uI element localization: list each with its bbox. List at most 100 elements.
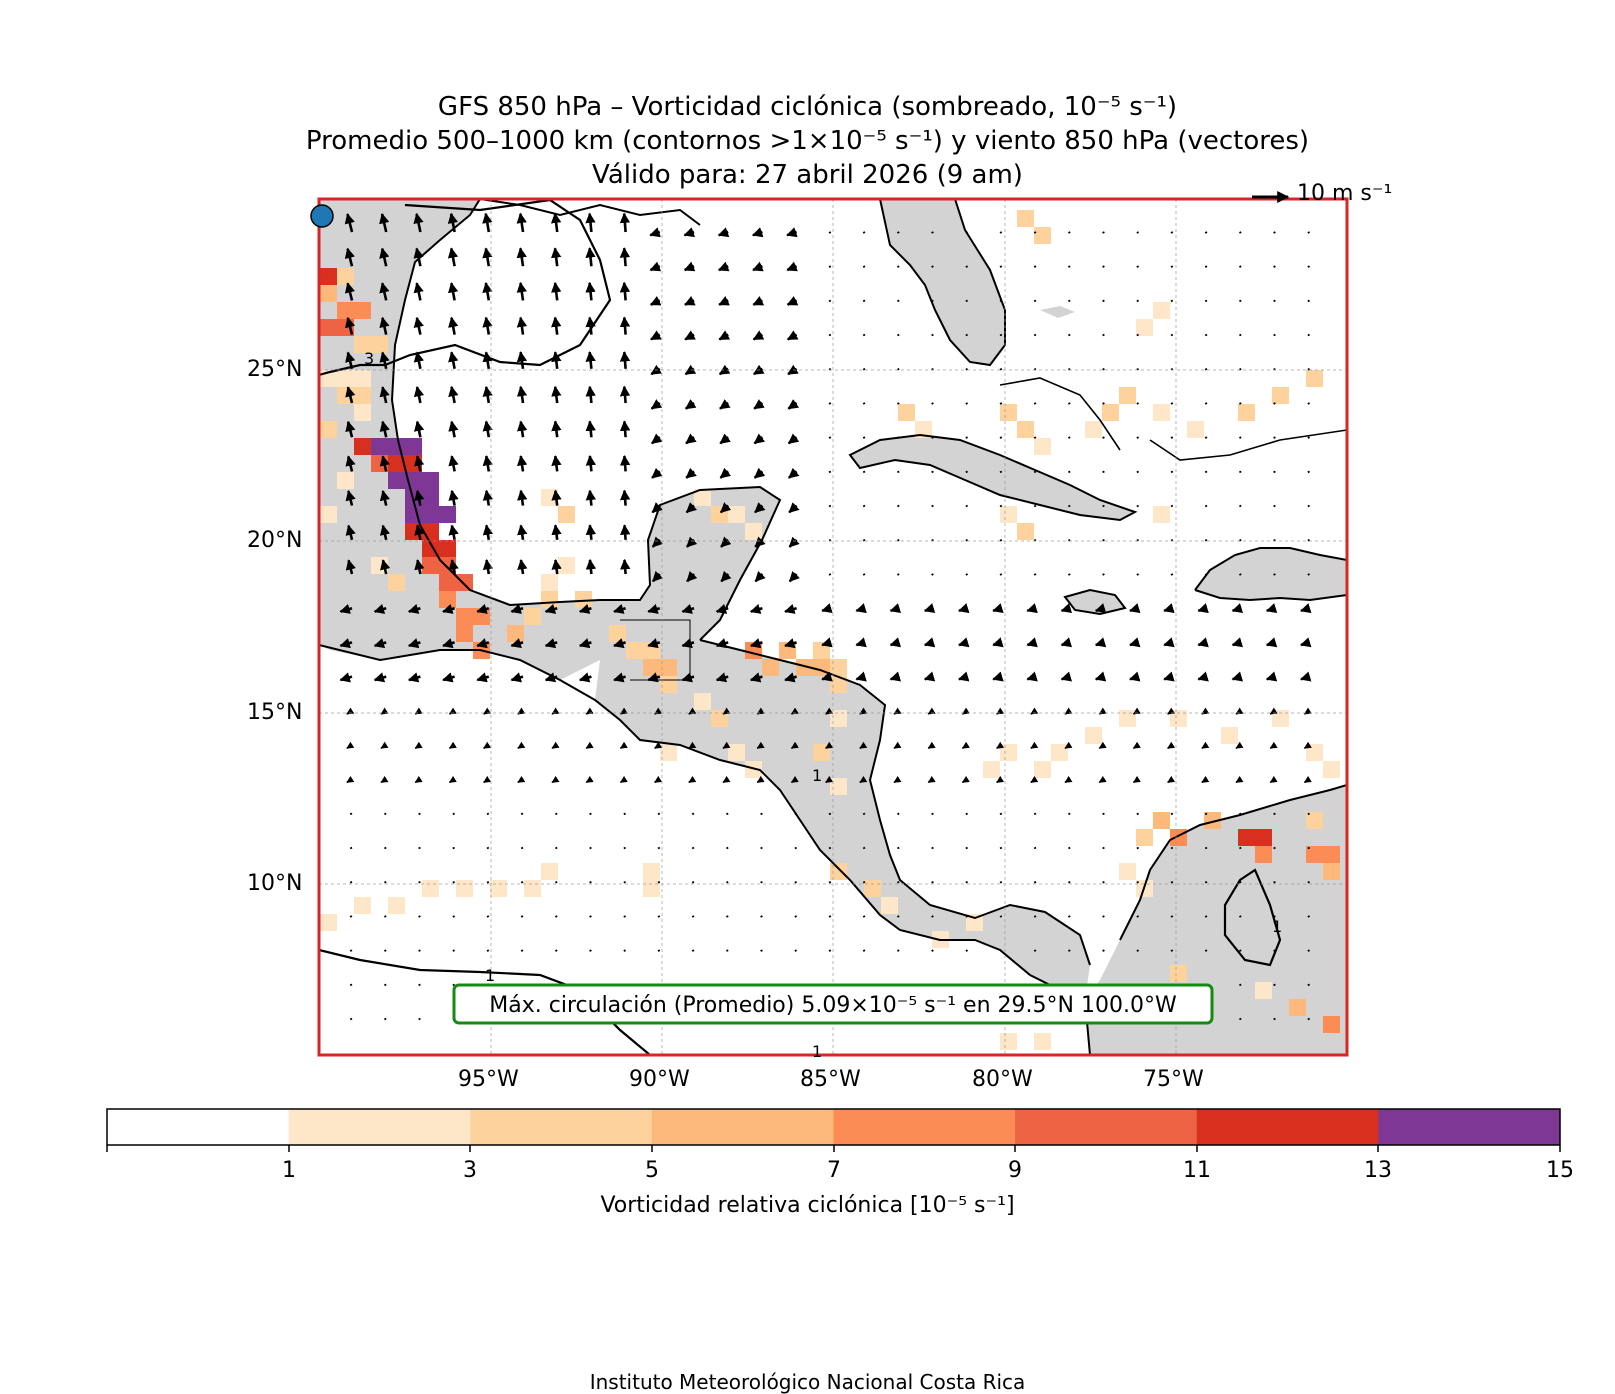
wind-vector xyxy=(965,265,969,268)
wind-vector xyxy=(893,741,902,749)
wind-vector xyxy=(520,880,524,884)
wind-vector xyxy=(931,333,934,337)
vorticity-cell xyxy=(660,676,677,693)
wind-vector xyxy=(896,231,900,234)
wind-vector xyxy=(859,741,868,749)
wind-vector xyxy=(1102,880,1105,884)
wind-vector xyxy=(1204,470,1208,474)
vorticity-cell xyxy=(1204,812,1221,829)
wind-vector xyxy=(585,454,596,472)
wind-vector xyxy=(516,385,528,404)
wind-vector xyxy=(1204,880,1208,884)
wind-vector xyxy=(786,295,799,306)
wind-vector xyxy=(585,741,594,749)
wind-vector xyxy=(1136,880,1140,884)
lat-label-15n: 15°N xyxy=(247,700,303,725)
wind-vector xyxy=(1238,573,1242,576)
wind-vector xyxy=(339,603,353,614)
wind-vector xyxy=(1129,671,1141,682)
wind-vector xyxy=(992,671,1004,682)
wind-vector xyxy=(825,775,834,784)
wind-vector xyxy=(931,470,934,474)
wind-vector xyxy=(1307,299,1311,303)
wind-vector xyxy=(1170,231,1174,234)
wind-vector xyxy=(1033,846,1037,850)
wind-vector xyxy=(855,637,867,648)
vorticity-cell xyxy=(609,625,626,642)
vorticity-cell xyxy=(1153,302,1170,319)
wind-vector xyxy=(452,983,456,987)
wind-vector xyxy=(482,212,493,233)
vorticity-cell xyxy=(1238,829,1255,846)
wind-vector xyxy=(551,707,560,715)
wind-vector xyxy=(620,524,631,540)
wind-vector xyxy=(719,502,732,514)
wind-vector xyxy=(452,915,456,918)
wind-vector xyxy=(520,949,524,952)
wind-vector xyxy=(486,915,490,918)
wind-vector xyxy=(448,524,459,541)
wind-vector xyxy=(647,603,661,614)
wind-vector xyxy=(1273,265,1276,268)
wind-vector xyxy=(448,741,457,749)
wind-vector xyxy=(551,420,562,438)
colorbar xyxy=(107,1109,1561,1145)
wind-vector xyxy=(482,316,493,335)
wind-vector xyxy=(448,455,459,472)
vorticity-cell xyxy=(1034,227,1051,244)
colorbar-segment xyxy=(288,1109,471,1145)
wind-vector xyxy=(828,949,832,952)
vorticity-cell xyxy=(456,608,473,625)
wind-vector xyxy=(931,812,934,816)
wind-vector xyxy=(999,538,1003,542)
vorticity-cell xyxy=(643,659,660,676)
vorticity-cell xyxy=(354,370,371,387)
wind-vector xyxy=(589,880,592,884)
wind-vector xyxy=(992,637,1004,648)
wind-vector xyxy=(554,949,558,952)
wind-vector xyxy=(1197,671,1209,682)
wind-vector xyxy=(585,524,597,540)
wind-vector xyxy=(657,812,661,816)
wind-vector xyxy=(1238,846,1242,850)
wind-vector xyxy=(754,536,766,548)
wind-vector xyxy=(447,212,459,233)
wind-vector xyxy=(516,455,528,472)
wind-vector xyxy=(1094,671,1107,682)
wind-vector xyxy=(585,489,597,506)
wind-vector xyxy=(482,281,493,301)
vorticity-cell xyxy=(983,761,1000,778)
wind-vector xyxy=(896,504,900,508)
wind-vector xyxy=(1307,231,1311,234)
wind-vector xyxy=(517,524,528,540)
wind-vector xyxy=(965,880,969,884)
vorticity-cell xyxy=(388,897,405,914)
wind-vector xyxy=(554,812,558,816)
wind-vector xyxy=(619,316,631,335)
wind-vector xyxy=(447,282,459,301)
wind-vector xyxy=(510,603,524,614)
wind-vector xyxy=(550,212,562,233)
wind-vector xyxy=(551,316,562,335)
wind-vector xyxy=(784,603,797,614)
vorticity-cell xyxy=(320,914,337,931)
vorticity-cell xyxy=(796,659,813,676)
wind-vector xyxy=(1167,775,1176,784)
vorticity-cell xyxy=(1000,744,1017,761)
wind-vector xyxy=(623,949,627,952)
wind-vector xyxy=(965,915,969,918)
wind-vector xyxy=(613,603,626,614)
wind-vector xyxy=(1307,402,1311,405)
wind-vector xyxy=(1170,504,1174,508)
wind-vector xyxy=(1167,741,1176,749)
wind-vector xyxy=(923,637,936,648)
wind-vector xyxy=(585,385,596,404)
wind-vector xyxy=(961,775,970,784)
wind-vector xyxy=(889,637,902,648)
wind-vector xyxy=(517,558,528,575)
wind-vector xyxy=(551,775,560,784)
wind-vector xyxy=(821,603,833,614)
wind-vector xyxy=(551,741,560,749)
wind-vector xyxy=(482,420,493,438)
